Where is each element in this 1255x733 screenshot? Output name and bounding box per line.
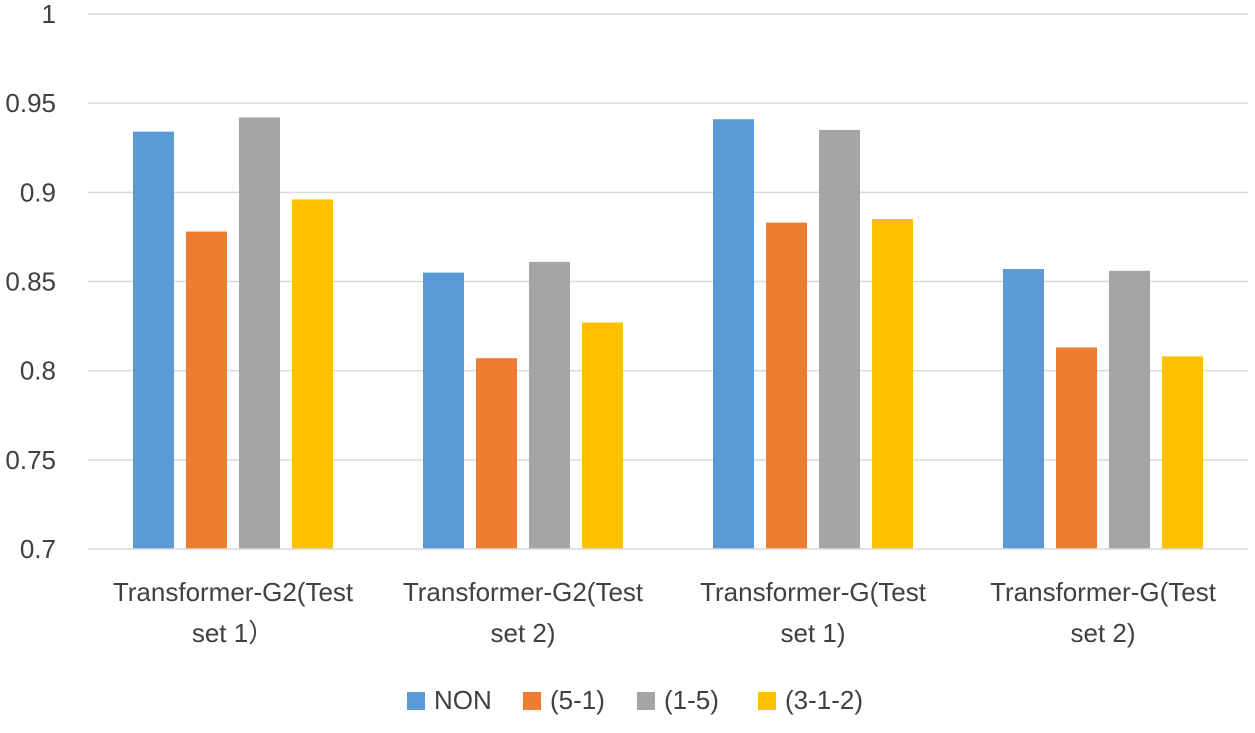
y-tick-label: 0.9 — [20, 177, 56, 207]
bar — [872, 219, 913, 550]
bars — [133, 117, 1203, 550]
legend-swatch — [758, 692, 776, 710]
bar — [766, 222, 807, 549]
bar — [819, 129, 860, 549]
bar — [1056, 347, 1097, 549]
legend-label: (3-1-2) — [785, 685, 863, 715]
bar — [582, 322, 623, 549]
legend-label: (5-1) — [550, 685, 605, 715]
y-tick-label: 0.75 — [5, 445, 56, 475]
legend: NON (5-1) (1-5) (3-1-2) — [407, 685, 863, 715]
x-tick-label: Transformer-G(Test — [990, 577, 1217, 607]
x-tick-label: set 2) — [490, 618, 555, 648]
legend-swatch — [523, 692, 541, 710]
legend-label: NON — [434, 685, 492, 715]
bar — [239, 117, 280, 549]
bar — [292, 199, 333, 549]
bar — [476, 358, 517, 549]
bar — [529, 261, 570, 549]
x-tick-label: set 1) — [780, 618, 845, 648]
gridlines — [88, 13, 1248, 461]
bar — [133, 131, 174, 549]
bar — [186, 231, 227, 550]
y-tick-label: 0.7 — [20, 534, 56, 564]
y-tick-label: 0.85 — [5, 267, 56, 297]
y-tick-label: 0.95 — [5, 88, 56, 118]
x-tick-label: Transformer-G(Test — [700, 577, 927, 607]
y-axis-ticks: 0.7 0.75 0.8 0.85 0.9 0.95 1 — [5, 0, 56, 564]
y-tick-label: 1 — [42, 0, 56, 29]
x-tick-label: set 2) — [1070, 618, 1135, 648]
bar — [1162, 356, 1203, 549]
bar — [1109, 270, 1150, 549]
x-tick-label: Transformer-G2(Test — [113, 577, 354, 607]
bar — [713, 119, 754, 549]
bar — [423, 272, 464, 549]
x-tick-label: Transformer-G2(Test — [403, 577, 644, 607]
legend-swatch — [637, 692, 655, 710]
legend-swatch — [407, 692, 425, 710]
bar — [1003, 269, 1044, 549]
y-tick-label: 0.8 — [20, 356, 56, 386]
legend-label: (1-5) — [664, 685, 719, 715]
x-axis-ticks: Transformer-G2(Test set 1） Transformer-G2(… — [113, 577, 1217, 648]
x-tick-label: set 1） — [192, 618, 274, 648]
